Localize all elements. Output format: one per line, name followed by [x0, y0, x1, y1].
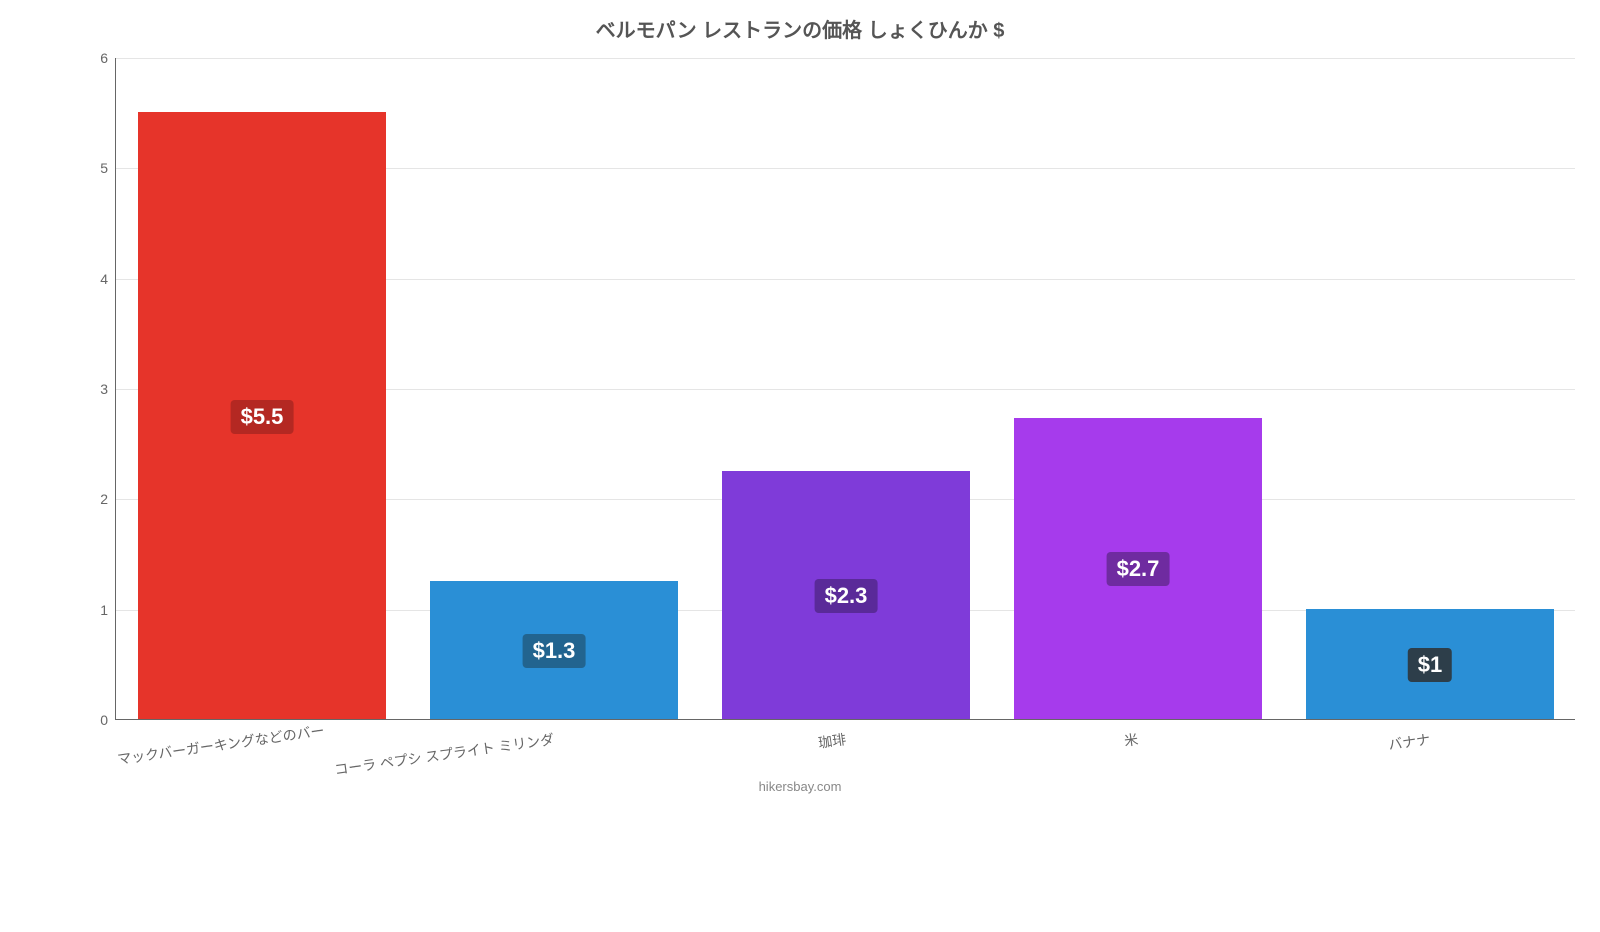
bar-value-label: $2.3: [815, 579, 878, 613]
y-tick-label: 6: [100, 50, 108, 66]
x-tick-label: バナナ: [127, 729, 1431, 932]
bar-value-label: $1.3: [523, 634, 586, 668]
price-chart: ベルモパン レストランの価格 しょくひんか $ 0123456$5.5マックバー…: [0, 0, 1600, 800]
bar-value-label: $1: [1408, 648, 1452, 682]
y-tick-label: 1: [100, 602, 108, 618]
gridline: [116, 58, 1575, 59]
y-tick-label: 4: [100, 271, 108, 287]
attribution: hikersbay.com: [0, 779, 1600, 794]
bar-value-label: $2.7: [1107, 552, 1170, 586]
bar-value-label: $5.5: [231, 400, 294, 434]
y-tick-label: 0: [100, 712, 108, 728]
y-tick-label: 5: [100, 160, 108, 176]
y-tick-label: 2: [100, 491, 108, 507]
plot-area: 0123456$5.5マックバーガーキングなどのバー$1.3コーラ ペプシ スプ…: [115, 58, 1575, 720]
chart-title: ベルモパン レストランの価格 しょくひんか $: [0, 14, 1600, 43]
y-tick-label: 3: [100, 381, 108, 397]
x-tick-label: マックバーガーキングなどのバー: [116, 729, 263, 769]
